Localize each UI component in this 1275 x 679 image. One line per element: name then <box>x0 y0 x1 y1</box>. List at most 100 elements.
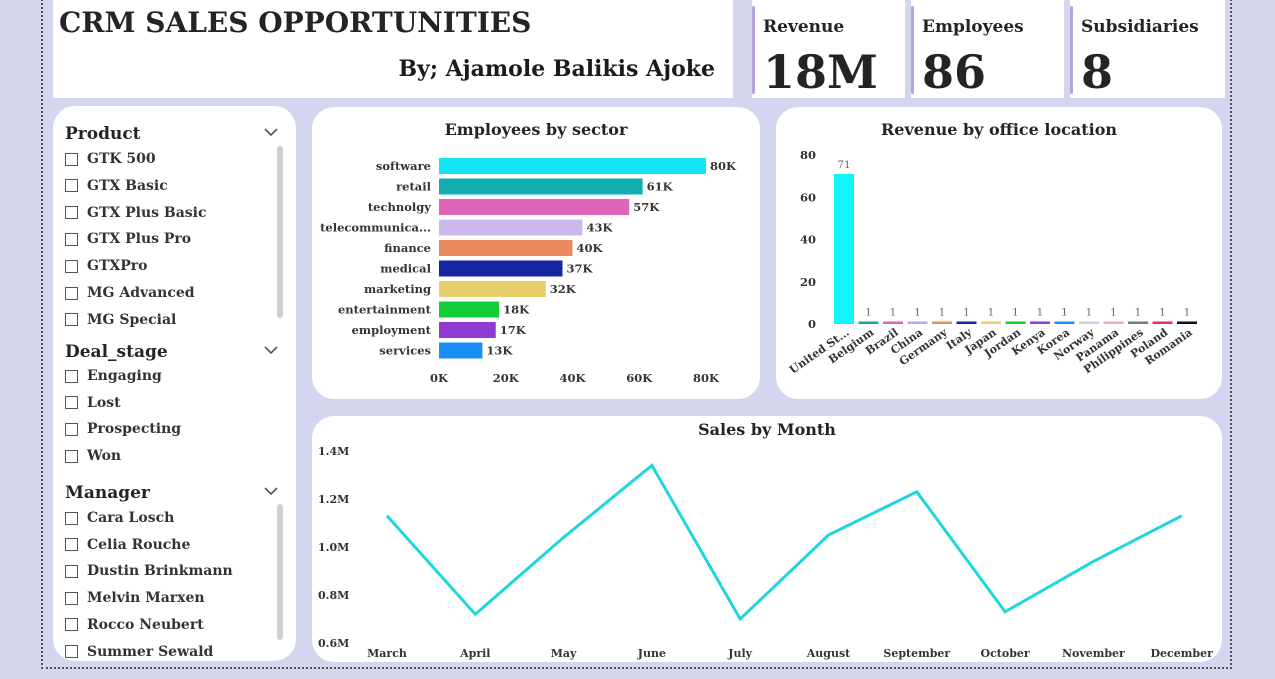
data-label: 1 <box>988 307 995 319</box>
category-label: medical <box>380 262 431 276</box>
x-tick-label: 20K <box>493 371 520 385</box>
checkbox[interactable] <box>65 564 78 578</box>
bar <box>883 321 903 324</box>
slicer-option[interactable]: Won <box>65 446 121 466</box>
checkbox[interactable] <box>65 232 78 246</box>
slicer-option[interactable]: MG Advanced <box>65 283 195 303</box>
kpi-card-employees: Employees 86 <box>911 0 1064 98</box>
y-tick-label: 1.2M <box>318 493 349 506</box>
checkbox[interactable] <box>65 152 78 166</box>
slicer-option[interactable]: Dustin Brinkmann <box>65 561 233 581</box>
bar <box>439 240 573 256</box>
checkbox[interactable] <box>65 422 78 436</box>
slicer-option[interactable]: Prospecting <box>65 419 181 439</box>
slicer-option[interactable]: Lost <box>65 393 121 413</box>
bar <box>956 321 977 324</box>
slicer-option-label: MG Special <box>87 311 177 328</box>
sales-by-month-chart: Sales by Month 0.6M 0.8M 1.0M 1.2M 1.4M March… <box>312 416 1222 662</box>
data-label: 1 <box>1110 307 1117 319</box>
checkbox[interactable] <box>65 369 78 383</box>
slicer-option-label: GTXPro <box>87 258 148 275</box>
slicer-option[interactable]: Rocco Neubert <box>65 615 204 635</box>
bar <box>1177 321 1197 324</box>
bar <box>1103 321 1124 324</box>
dashboard-frame <box>41 0 1232 669</box>
x-tick-label: 60K <box>626 371 653 385</box>
bar <box>439 281 546 297</box>
bar <box>439 178 643 195</box>
slicer-option[interactable]: Summer Sewald <box>65 642 213 662</box>
slicer-option[interactable]: Celia Rouche <box>65 535 190 555</box>
y-tick-label: 0 <box>808 317 816 331</box>
data-label: 32K <box>550 282 577 296</box>
slicer-option-label: GTX Plus Pro <box>87 231 192 248</box>
bar <box>439 301 500 318</box>
slicer-option[interactable]: GTX Plus Basic <box>65 203 207 223</box>
data-label: 1 <box>1159 307 1166 319</box>
data-label: 40K <box>577 241 604 255</box>
y-tick-label: 20 <box>800 275 816 289</box>
checkbox[interactable] <box>65 313 78 327</box>
data-label: 1 <box>1061 307 1068 319</box>
bar <box>834 174 854 324</box>
bar <box>439 342 483 359</box>
data-label: 1 <box>1184 307 1191 319</box>
employees-by-sector-chart: Employees by sector software 80K retail 61K… <box>312 107 760 399</box>
title-panel: CRM SALES OPPORTUNITIES By; Ajamole Bali… <box>53 0 733 98</box>
checkbox[interactable] <box>65 286 78 300</box>
chart-title: Sales by Month <box>698 420 836 439</box>
slicer-option[interactable]: GTX Plus Pro <box>65 229 191 249</box>
bar <box>439 199 630 215</box>
checkbox[interactable] <box>65 591 78 605</box>
bar <box>907 321 928 324</box>
slicer-option-label: Lost <box>87 394 121 411</box>
chevron-down-icon[interactable] <box>263 485 279 497</box>
checkbox[interactable] <box>65 538 78 552</box>
product-scrollbar[interactable] <box>277 146 283 318</box>
x-tick-label: December <box>1151 647 1214 660</box>
y-tick-label: 40 <box>800 233 816 247</box>
slicer-panel: Product GTK 500 GTX Basic GTX Plus Basic GT… <box>53 106 296 661</box>
checkbox[interactable] <box>65 449 78 463</box>
x-tick-label: May <box>551 647 577 660</box>
slicer-option[interactable]: MG Special <box>65 310 176 330</box>
y-tick-label: 0.6M <box>318 637 349 650</box>
slicer-option[interactable]: GTX Basic <box>65 176 168 196</box>
slicer-option[interactable]: Melvin Marxen <box>65 588 205 608</box>
data-label: 37K <box>566 262 593 276</box>
bar <box>439 219 583 236</box>
sales-by-month-svg: 0.6M 0.8M 1.0M 1.2M 1.4M March April May June Jul… <box>318 445 1214 660</box>
category-label: finance <box>384 241 431 255</box>
x-tick-label: August <box>806 647 851 660</box>
checkbox[interactable] <box>65 396 78 410</box>
slicer-option-label: Engaging <box>87 368 162 384</box>
slicer-option[interactable]: GTXPro <box>65 256 147 276</box>
chart-title: Revenue by office location <box>880 120 1118 139</box>
bar <box>858 321 879 324</box>
checkbox[interactable] <box>65 179 78 193</box>
checkbox[interactable] <box>65 511 78 525</box>
bar <box>1079 321 1099 324</box>
data-label: 1 <box>1135 307 1142 319</box>
slicer-option[interactable]: GTK 500 <box>65 149 156 169</box>
manager-scrollbar[interactable] <box>277 504 283 640</box>
checkbox[interactable] <box>65 259 78 273</box>
slicer-option[interactable]: Engaging <box>65 366 162 386</box>
bar <box>439 322 496 338</box>
slicer-title-deal-stage: Deal_stage <box>65 342 168 362</box>
checkbox[interactable] <box>65 645 78 658</box>
checkbox[interactable] <box>65 206 78 220</box>
checkbox[interactable] <box>65 618 78 632</box>
x-tick-label: July <box>727 647 752 660</box>
chevron-down-icon[interactable] <box>263 344 279 356</box>
x-tick-label: October <box>981 647 1030 660</box>
chevron-down-icon[interactable] <box>263 126 279 138</box>
slicer-title-product: Product <box>65 124 141 144</box>
y-tick-label: 80 <box>800 148 816 162</box>
slicer-option[interactable]: Cara Losch <box>65 508 174 528</box>
data-label: 18K <box>503 303 530 317</box>
chart-title: Employees by sector <box>444 120 628 139</box>
data-label: 43K <box>587 221 614 235</box>
data-label: 1 <box>1037 307 1044 319</box>
slicer-option-label: Prospecting <box>87 421 182 438</box>
